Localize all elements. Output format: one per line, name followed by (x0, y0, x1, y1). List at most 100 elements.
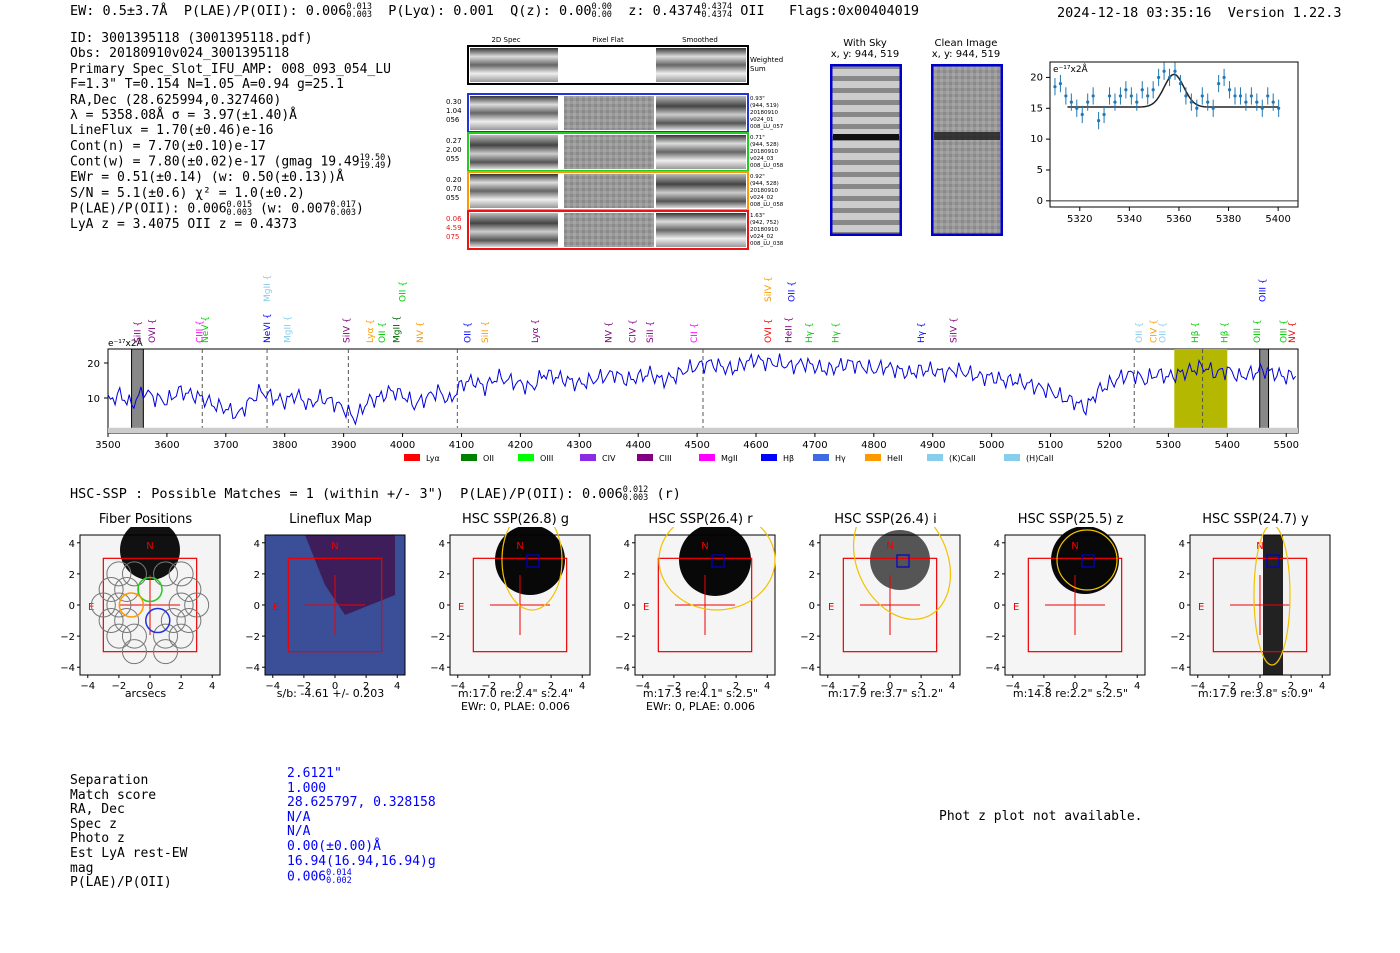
fiber-circle (153, 623, 179, 649)
spectrum-xtick-label: 5000 (979, 440, 1004, 451)
match-label: Photo z (70, 831, 125, 847)
zoom-data-point (1178, 81, 1183, 86)
spectral-line-label: CIII { (195, 320, 205, 343)
legend-swatch (1004, 454, 1020, 461)
legend-label: CIV (602, 454, 616, 463)
spectrum-xtick-label: 4200 (508, 440, 533, 451)
zoom-axes-frame (1049, 61, 1299, 208)
detail-fit: F=1.3" T=0.154 N=1.05 A=0.94 g=25.1 (70, 77, 344, 93)
hsc-source (1051, 526, 1119, 594)
zoom-data-point (1227, 88, 1232, 92)
hsc-xtick-label: −2 (482, 681, 497, 692)
hsc-ytick-label: 0 (994, 601, 1000, 612)
hsc-panel-title: HSC SSP(25.5) z (1017, 512, 1124, 527)
hsc-ytick-label: 2 (624, 570, 630, 581)
zoom-data-point (1260, 106, 1264, 110)
header-qz-lo: 0.00 (591, 10, 612, 20)
with-sky-title: With Sky x, y: 944, 519 (825, 38, 905, 60)
zoom-data-point (1167, 75, 1172, 80)
hsc-panel-image: N E 4 2 0 −2 −4 −4 −2 0 2 4 (430, 509, 591, 692)
spectral-line-label: Hγ { (805, 322, 815, 343)
legend-swatch (699, 454, 715, 461)
spectrum-xtick-label: 5400 (1215, 440, 1240, 451)
weighted-sum-2d (470, 48, 558, 82)
spectral-line-top-label: SiIV { (764, 276, 774, 302)
zoom-ytick-label: 10 (1030, 134, 1043, 145)
spectral-line-top-label: OIII { (1259, 278, 1269, 302)
hsc-xtick-label: 0 (1257, 681, 1263, 692)
header-timestamp-version: 2024-12-18 03:35:16 Version 1.22.3 (1057, 5, 1342, 21)
hsc-panel: Lineflux Map N E 4 2 0 −2 −4 −4 −2 0 2 4 s/b: -4.61 +… (243, 512, 418, 700)
spectral-line-label: Lyα { (531, 319, 541, 343)
hsc-ytick-label: 0 (809, 601, 815, 612)
hsc-xtick-label: 2 (918, 681, 924, 692)
match-value: 1.000 (287, 780, 327, 796)
hsc-ytick-label: −4 (615, 663, 630, 674)
cutout-row-right-label: 1.63" (750, 213, 765, 219)
cutout-row-right-label: (944, 528) (750, 181, 779, 187)
hsc-xtick-label: −2 (1222, 681, 1237, 692)
header-z-hi: 0.4374 (701, 2, 733, 12)
match-value: 16.94(16.94,16.94)g (287, 853, 436, 869)
fiber-circle (106, 561, 132, 587)
spectral-line-label: OII { (378, 322, 388, 343)
legend-swatch (813, 454, 829, 461)
spectral-line-label: NeV { (201, 316, 211, 343)
spectrum-line (107, 352, 1296, 426)
spectral-line-label: Hβ { (1191, 322, 1201, 343)
detail-lambda: λ = 5358.08Å σ = 3.97(±1.40)Å (70, 108, 297, 124)
cutout-panel: 2D Spec Pixel Flat Smoothed Weighted Sum… (446, 36, 784, 250)
spectrum-xtick-label: 3800 (272, 440, 297, 451)
with-sky-coords: x, y: 944, 519 (830, 49, 900, 60)
spectrum-xtick-label: 5300 (1156, 440, 1181, 451)
cutout-row-right-label: (942, 752) (750, 220, 779, 226)
zoom-data-point (1151, 88, 1155, 92)
cutout-row-right-label: 0.71" (750, 135, 765, 141)
hsc-panel-image: N E 4 2 0 −2 −4 −4 −2 0 2 4 (800, 500, 961, 692)
spectral-line-label: OII { (1159, 322, 1169, 343)
hsc-ytick-label: 2 (254, 570, 260, 581)
detail-plae-row: P(LAE)/P(OII): 0.0060.015 0.003 (w: 0.007… (70, 200, 364, 219)
spectrum-xtick-label: 3900 (331, 440, 356, 451)
hsc-source (870, 530, 930, 590)
hsc-ytick-label: −4 (800, 663, 815, 674)
hsc-xtick-label: 0 (517, 681, 523, 692)
hsc-panel-title: HSC SSP(26.4) i (834, 512, 937, 527)
north-label: N (1256, 541, 1263, 552)
east-label: E (1198, 602, 1204, 613)
full-spectrum-plot: 3500 3600 3700 3800 3900 4000 4100 4200 4300 4400… (87, 275, 1299, 463)
east-label: E (273, 602, 279, 613)
hsc-panel-title: Lineflux Map (289, 512, 372, 527)
east-label: E (458, 602, 464, 613)
hsc-xtick-label: 4 (1134, 681, 1140, 692)
zoom-data-point (1069, 100, 1073, 104)
clean-image-title: Clean Image x, y: 944, 519 (926, 38, 1006, 60)
hsc-panel-image: N E 4 2 0 −2 −4 −4 −2 0 2 4 (1170, 524, 1331, 692)
header-plae: P(LAE)/P(OII): 0.006 (183, 3, 347, 19)
fiber-circle (121, 561, 147, 587)
cutout-row-right-label: 0.93" (750, 96, 765, 102)
zoom-data-point (1107, 94, 1112, 98)
hsc-ytick-label: −4 (430, 663, 445, 674)
detail-ewr: EWr = 0.51(±0.14) (w: 0.50(±0.13))Å (70, 170, 344, 186)
zoom-data-point (1113, 100, 1117, 104)
spectrum-xtick-label: 4300 (567, 440, 592, 451)
hsc-xtick-label: −4 (820, 681, 835, 692)
spectrum-xtick-label: 3500 (95, 440, 120, 451)
header-z-line: OII (740, 3, 765, 19)
hsc-xtick-label: −2 (852, 681, 867, 692)
match-label: RA, Dec (70, 802, 125, 818)
fiber-circle (106, 623, 132, 649)
zoom-data-point (1189, 100, 1193, 104)
hsc-xtick-label: −2 (297, 681, 312, 692)
hsc-xtick-label: 0 (332, 681, 338, 692)
weighted-sum-smoothed (656, 48, 746, 82)
cutout-row-left-label: 075 (446, 233, 459, 241)
spectral-line-label: Lyα { (366, 319, 376, 343)
hsc-ytick-label: −2 (430, 632, 445, 643)
hsc-panel-title: Fiber Positions (98, 512, 193, 527)
match-marker (526, 554, 540, 568)
header-bar: EW: 0.5±3.7Å P(LAE)/P(OII): 0.0060.013 0.… (70, 2, 919, 20)
zoom-data-point (1146, 94, 1150, 98)
